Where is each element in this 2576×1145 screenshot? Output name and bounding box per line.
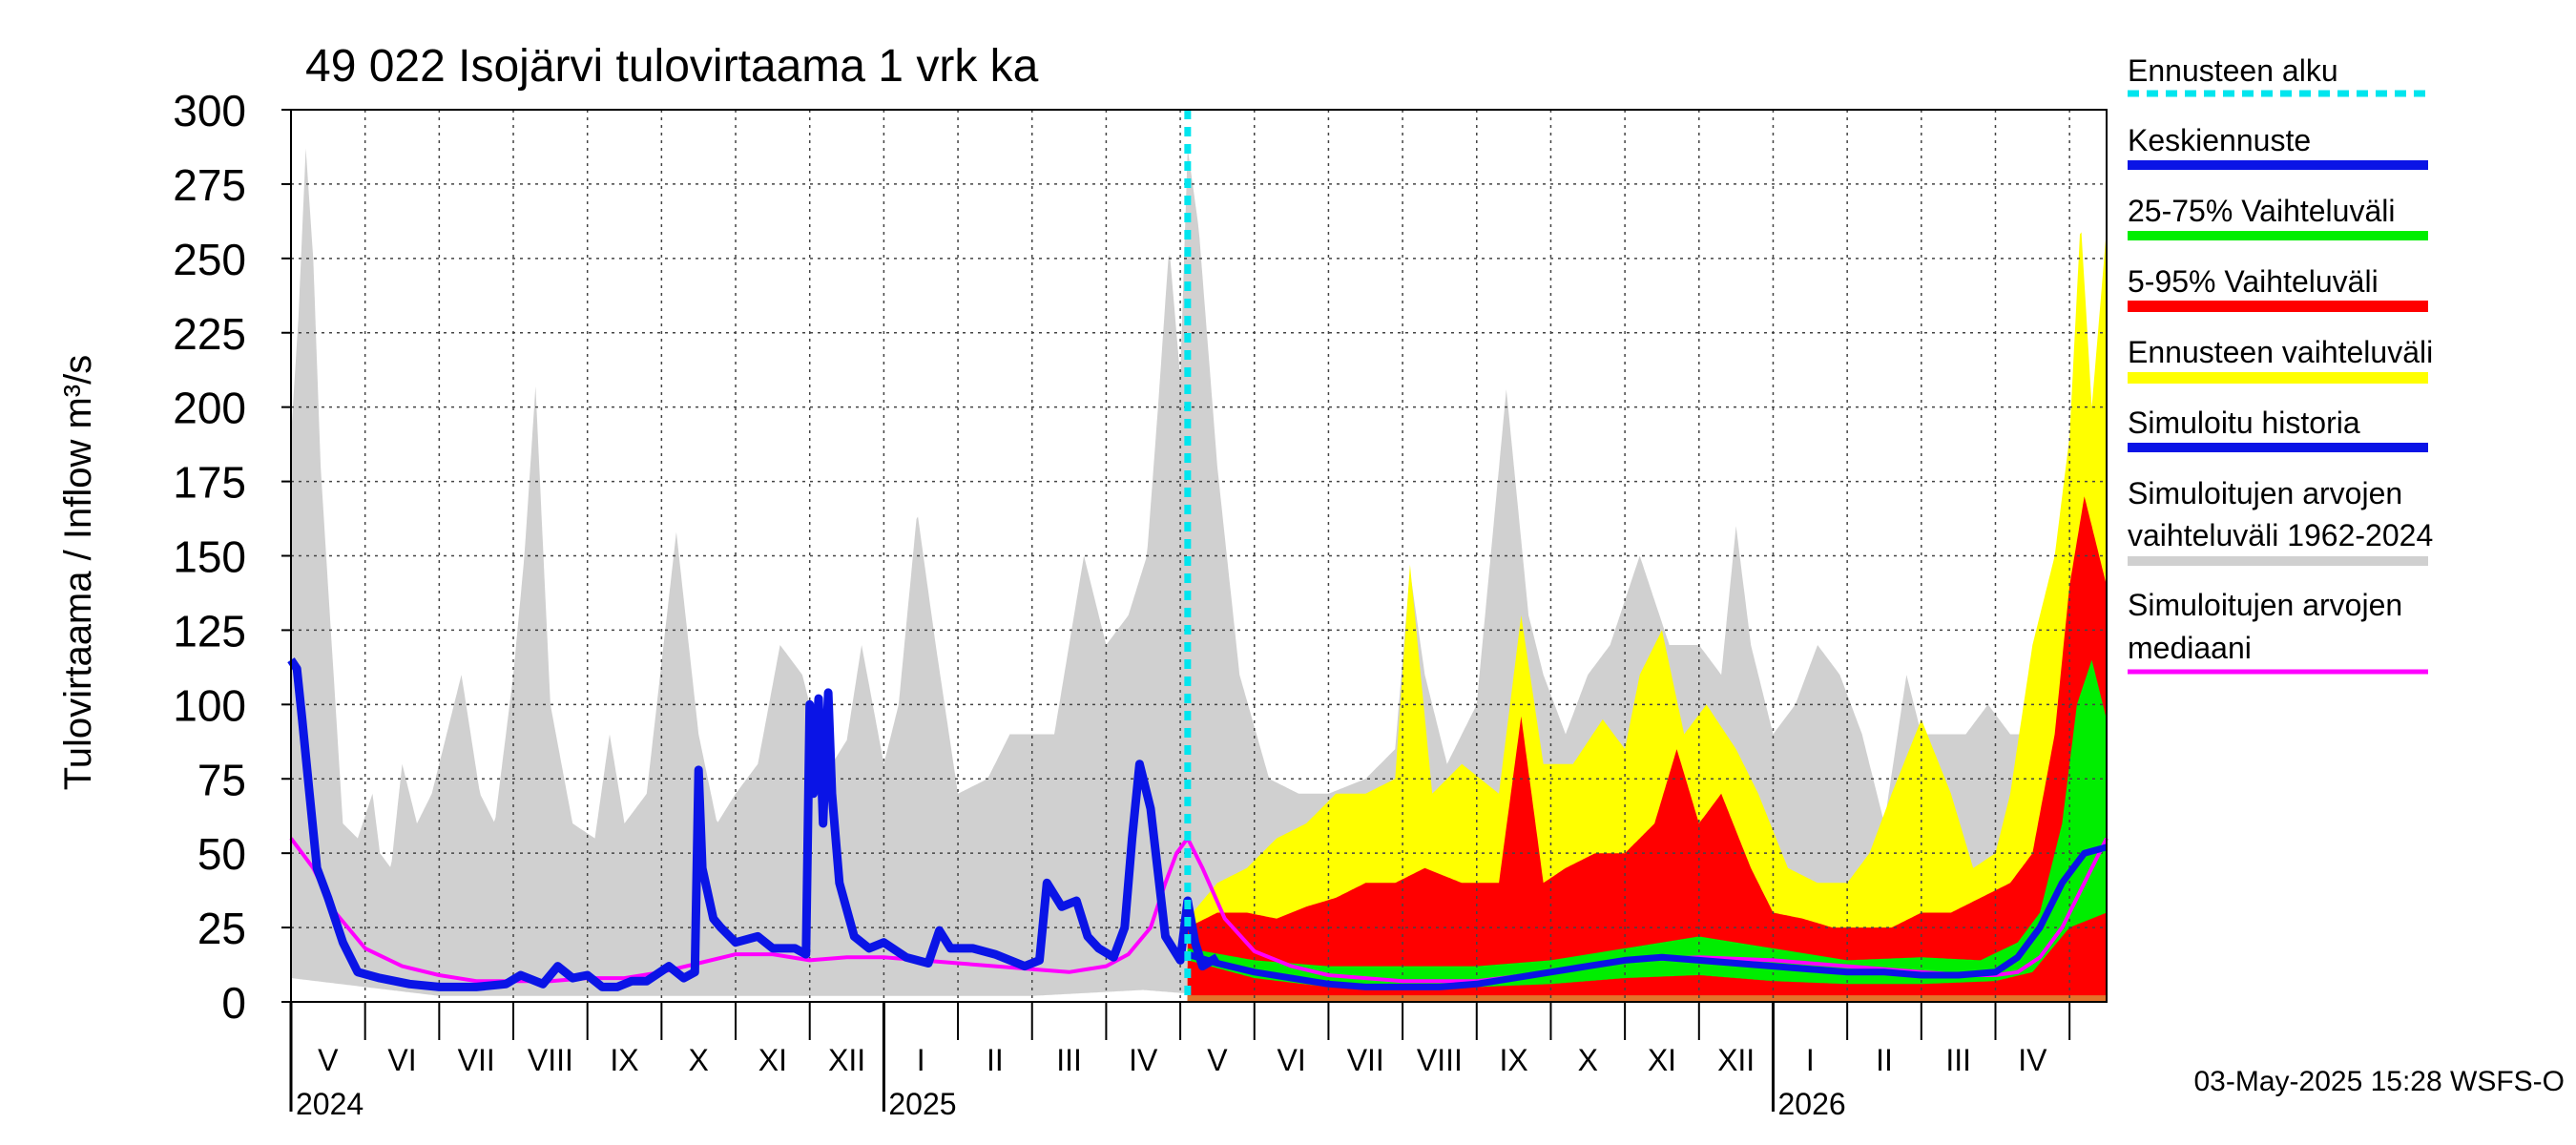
x-month-label: IX bbox=[1499, 1043, 1527, 1077]
y-tick-labels: 0 25 50 75 100 125 150 175 200 225 250 275 300 bbox=[173, 86, 291, 1028]
y-tick-label: 250 bbox=[173, 235, 246, 284]
y-tick-label: 25 bbox=[197, 904, 246, 953]
x-month-label: VI bbox=[387, 1043, 416, 1077]
grid-lines bbox=[291, 110, 2107, 1002]
x-month-label: XII bbox=[828, 1043, 865, 1077]
chart-title: 49 022 Isojärvi tulovirtaama 1 vrk ka bbox=[305, 41, 1039, 92]
x-axis: V VI VII VIII IX X XI XII I II III IV V VI VII VIII IX X X… bbox=[289, 1001, 2107, 1121]
x-year-label: 2025 bbox=[888, 1087, 956, 1121]
mean-forecast-line bbox=[1186, 843, 2108, 990]
y-tick-label: 100 bbox=[173, 680, 246, 730]
x-month-label: I bbox=[1806, 1043, 1815, 1077]
legend-label: Ennusteen alku bbox=[2128, 53, 2338, 88]
simulated-history-line bbox=[287, 657, 1220, 991]
x-month-label: X bbox=[689, 1043, 709, 1077]
legend-label: Simuloitujen arvojen bbox=[2128, 476, 2402, 510]
legend-label: vaihteluväli 1962-2024 bbox=[2128, 518, 2433, 552]
y-tick-label: 175 bbox=[173, 458, 246, 508]
y-tick-label: 75 bbox=[197, 755, 246, 804]
x-month-label: IX bbox=[610, 1043, 638, 1077]
legend-label: 5-95% Vaihteluväli bbox=[2128, 264, 2379, 299]
range-5-95-band bbox=[1187, 496, 2107, 1002]
x-month-label: VI bbox=[1277, 1043, 1305, 1077]
forecast-min-band bbox=[1187, 995, 2107, 1002]
x-month-label: IV bbox=[1129, 1043, 1158, 1077]
x-month-label: I bbox=[917, 1043, 925, 1077]
x-month-label: V bbox=[1207, 1043, 1228, 1077]
x-month-label: VIII bbox=[1417, 1043, 1463, 1077]
x-month-label: II bbox=[1876, 1043, 1893, 1077]
y-tick-label: 200 bbox=[173, 384, 246, 433]
x-month-label: III bbox=[1056, 1043, 1082, 1077]
y-tick-label: 0 bbox=[221, 978, 246, 1028]
forecast-range-band bbox=[1187, 228, 2107, 1002]
legend-label: 25-75% Vaihteluväli bbox=[2128, 194, 2395, 228]
legend-label: Simuloitujen arvojen bbox=[2128, 588, 2402, 622]
x-year-label: 2026 bbox=[1777, 1087, 1845, 1121]
y-tick-label: 50 bbox=[197, 829, 246, 879]
x-year-label: 2024 bbox=[296, 1087, 364, 1121]
legend-label: mediaani bbox=[2128, 631, 2252, 665]
x-month-label: XII bbox=[1717, 1043, 1755, 1077]
footer-timestamp: 03-May-2025 15:28 WSFS-O bbox=[2194, 1066, 2566, 1097]
x-month-label: VII bbox=[458, 1043, 495, 1077]
x-month-label: X bbox=[1578, 1043, 1598, 1077]
y-tick-label: 300 bbox=[173, 86, 246, 135]
x-month-label: II bbox=[987, 1043, 1004, 1077]
x-month-label: XI bbox=[758, 1043, 787, 1077]
y-axis-label: Tulovirtaama / Inflow m³/s bbox=[57, 355, 99, 790]
legend-label: Ennusteen vaihteluväli bbox=[2128, 335, 2433, 369]
legend: Ennusteen alku Keskiennuste 25-75% Vaihtel… bbox=[2128, 53, 2433, 675]
x-month-label: III bbox=[1945, 1043, 1971, 1077]
x-month-label: V bbox=[318, 1043, 339, 1077]
y-tick-label: 125 bbox=[173, 606, 246, 656]
y-tick-label: 150 bbox=[173, 532, 246, 582]
x-month-label: XI bbox=[1648, 1043, 1676, 1077]
plot-area bbox=[287, 109, 2109, 1003]
x-month-label: IV bbox=[2018, 1043, 2047, 1077]
x-month-label: VII bbox=[1347, 1043, 1384, 1077]
x-month-label: VIII bbox=[528, 1043, 573, 1077]
y-tick-label: 225 bbox=[173, 309, 246, 359]
legend-label: Simuloitu historia bbox=[2128, 406, 2360, 440]
legend-label: Keskiennuste bbox=[2128, 123, 2311, 157]
y-tick-label: 275 bbox=[173, 160, 246, 210]
median-line bbox=[289, 836, 2109, 984]
